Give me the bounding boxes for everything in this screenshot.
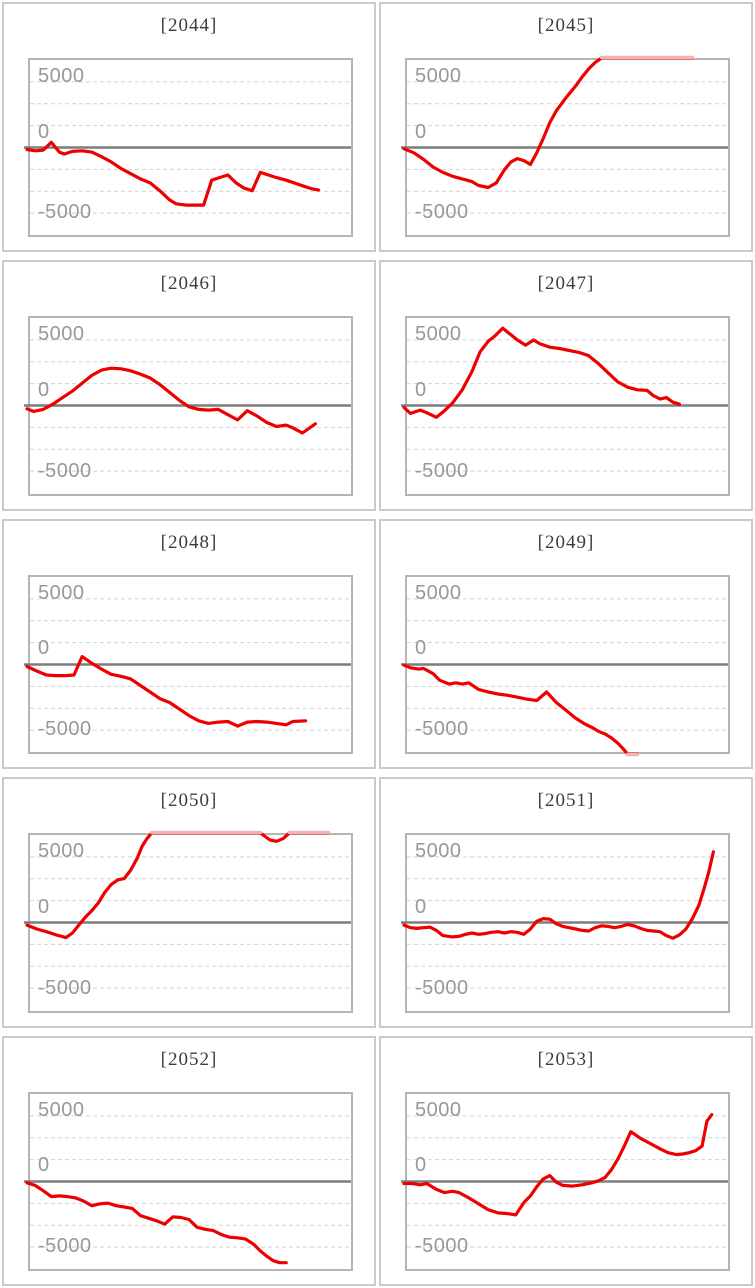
chart-canvas (24, 1114, 351, 1264)
chart-canvas (401, 326, 728, 473)
chart-title: [2049] (537, 531, 595, 553)
chart-canvas (401, 598, 728, 757)
chart-panel[interactable]: [2046] 5000 0 -5000 (2, 260, 376, 511)
chart-panel[interactable]: [2044] 5000 0 -5000 (2, 2, 376, 253)
chart-title: [2048] (160, 531, 218, 553)
chart-panel[interactable]: [2050] 5000 0 -5000 (2, 777, 376, 1028)
chart-panel[interactable]: [2049] 5000 0 -5000 (379, 518, 753, 770)
chart-plot: 5000 0 -5000 (401, 833, 730, 1013)
chart-plot: 5000 0 -5000 (24, 316, 353, 496)
series-line (402, 1112, 714, 1217)
series-line (25, 831, 330, 940)
chart-panel[interactable]: [2047] 5000 0 -5000 (379, 260, 753, 511)
chart-canvas (401, 1112, 728, 1248)
chart-panel[interactable]: [2053] 5000 0 -5000 (379, 1035, 753, 1286)
series-line (402, 850, 715, 940)
chart-canvas (24, 598, 351, 731)
chart-plot: 5000 0 -5000 (401, 316, 730, 496)
chart-title: [2044] (160, 15, 218, 36)
series-line (402, 326, 681, 420)
chart-canvas (24, 81, 351, 214)
chart-plot: 5000 0 -5000 (24, 58, 353, 238)
series-line (402, 663, 639, 756)
chart-title: [2046] (160, 273, 218, 295)
chart-plot: 5000 0 -5000 (401, 574, 730, 757)
chart-plot: 5000 0 -5000 (401, 1091, 730, 1271)
chart-plot: 5000 0 -5000 (24, 1091, 353, 1271)
chart-panel[interactable]: [2048] 5000 0 -5000 (2, 518, 376, 770)
chart-plot: 5000 0 -5000 (24, 574, 353, 755)
chart-panel[interactable]: [2052] 5000 0 -5000 (2, 1035, 376, 1286)
chart-canvas (24, 339, 351, 473)
chart-panel[interactable]: [2051] 5000 0 -5000 (379, 777, 753, 1028)
chart-canvas (401, 55, 728, 214)
series-line (25, 654, 308, 728)
chart-title: [2051] (537, 790, 595, 812)
chart-title: [2053] (537, 1048, 595, 1070)
series-line (25, 366, 317, 435)
chart-canvas (24, 830, 351, 989)
chart-title: [2045] (537, 15, 595, 36)
chart-canvas (401, 850, 728, 989)
series-line (402, 56, 694, 190)
chart-title: [2050] (160, 790, 218, 812)
chart-title: [2052] (160, 1048, 218, 1070)
chart-panel[interactable]: [2045] 5000 0 -5000 (379, 2, 753, 253)
chart-plot: 5000 0 -5000 (401, 55, 730, 238)
chart-title: [2047] (537, 273, 595, 295)
chart-plot: 5000 0 -5000 (24, 830, 353, 1013)
series-line (25, 1180, 288, 1264)
series-line (25, 140, 321, 207)
